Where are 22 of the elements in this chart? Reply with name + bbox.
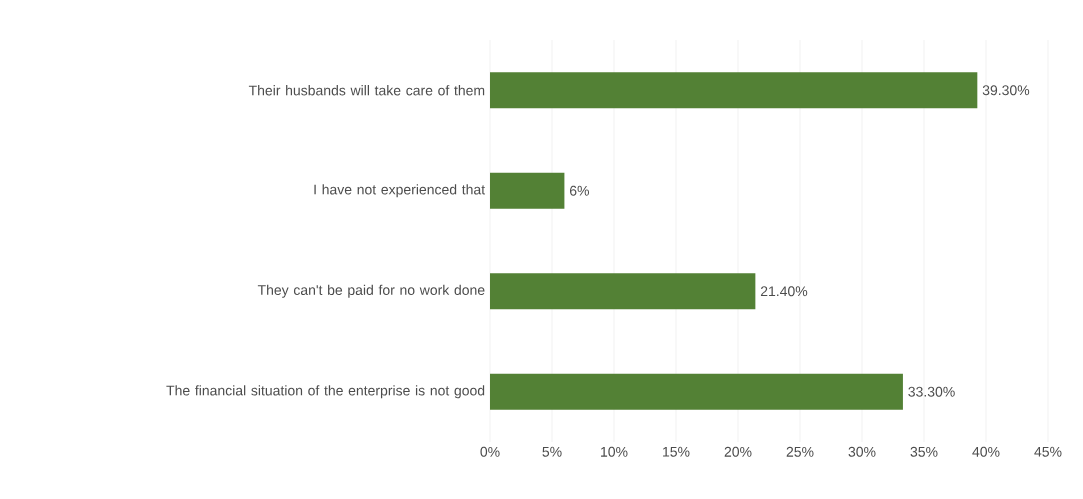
bar xyxy=(490,172,565,209)
bar xyxy=(490,273,756,310)
data-label: 6% xyxy=(569,185,590,196)
y-tick-label: Their husbands will take care of them xyxy=(248,85,485,96)
bar xyxy=(490,72,978,109)
x-tick-label: 30% xyxy=(848,446,876,457)
x-tick-label: 35% xyxy=(910,446,938,457)
x-tick-label: 10% xyxy=(601,446,628,457)
x-tick-label: 5% xyxy=(542,446,562,457)
x-tick-label: 15% xyxy=(663,446,690,457)
y-tick-label: I have not experienced that xyxy=(314,184,485,198)
data-label: 39.30% xyxy=(982,85,1030,96)
bar xyxy=(490,373,903,410)
x-tick-label: 40% xyxy=(972,446,1000,457)
x-tick-label: 0% xyxy=(480,446,500,457)
x-tick-label: 25% xyxy=(786,446,814,457)
x-tick-label: 45% xyxy=(1034,446,1062,457)
data-label: 33.30% xyxy=(908,386,955,397)
y-tick-label: The financial situation of the enterprise is not good xyxy=(166,385,485,399)
x-tick-label: 20% xyxy=(724,446,752,457)
data-label: 21.40% xyxy=(760,286,808,297)
y-tick-label: They can't be paid for no work done xyxy=(257,284,485,298)
